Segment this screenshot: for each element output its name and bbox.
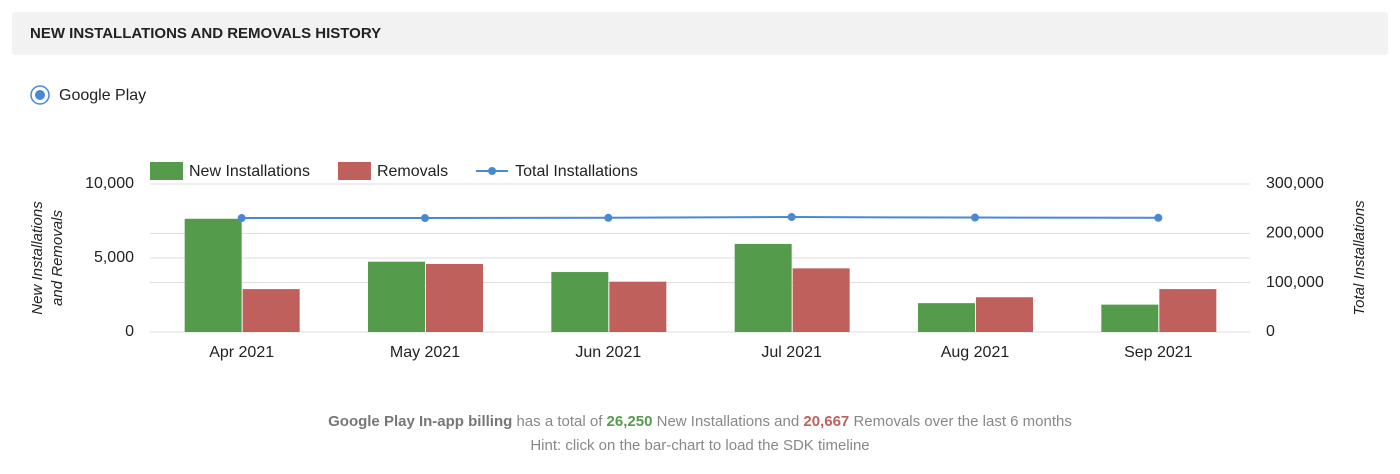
legend-label: Removals <box>377 163 448 180</box>
y2-tick-label: 0 <box>1266 323 1275 340</box>
bar[interactable] <box>242 289 300 332</box>
bar[interactable] <box>184 218 242 332</box>
header-title: NEW INSTALLATIONS AND REMOVALS HISTORY <box>30 25 381 42</box>
bar[interactable] <box>976 297 1033 332</box>
installs-total: 26,250 <box>607 413 653 430</box>
point <box>421 214 429 223</box>
bar[interactable] <box>609 281 667 332</box>
point <box>237 214 246 223</box>
legend-label: Total Installations <box>515 163 638 180</box>
x-tick-label: Jun 2021 <box>575 344 641 361</box>
radio-label[interactable]: Google Play <box>59 87 146 104</box>
y2-tick-label: 300,000 <box>1266 175 1324 192</box>
summary: Google Play In-app billing has a total o… <box>328 413 1072 430</box>
x-tick-label: May 2021 <box>390 344 460 361</box>
line <box>241 216 1159 220</box>
header-bar <box>12 12 1388 55</box>
y-axis-title: and Removals <box>49 210 66 306</box>
bar[interactable] <box>918 303 975 332</box>
bar[interactable] <box>1101 304 1159 332</box>
text: has a total of <box>516 413 603 430</box>
text: New Installations and <box>657 413 800 430</box>
source: Google Play In-app billing <box>328 413 512 430</box>
y-tick-label: 5,000 <box>94 249 134 266</box>
bar[interactable] <box>734 243 792 332</box>
removals-total: 20,667 <box>803 413 849 430</box>
x-tick-label: Jul 2021 <box>761 344 822 361</box>
bar[interactable] <box>426 263 483 332</box>
point <box>787 213 796 222</box>
hint: Hint: click on the bar-chart to load the… <box>530 437 869 454</box>
radio-option[interactable]: Google Play <box>30 85 146 105</box>
y-tick-label: 0 <box>125 323 134 340</box>
bar[interactable] <box>368 261 425 332</box>
chart: 0 5,000 10,000 0 100,000 200,000 300,000 New In… <box>29 162 1368 361</box>
y-axis-title: New Installations <box>29 201 46 315</box>
legend-swatch <box>337 162 371 180</box>
legend-swatch <box>150 162 183 180</box>
y2-tick-label: 200,000 <box>1266 225 1324 242</box>
x-tick-label: Aug 2021 <box>941 344 1010 361</box>
x-tick-label: Sep 2021 <box>1124 344 1193 361</box>
y2-axis-title: Total Installations <box>1351 200 1368 316</box>
bar[interactable] <box>792 268 850 332</box>
point <box>1154 213 1163 222</box>
legend-label: New Installations <box>189 163 310 180</box>
radio-dot <box>35 90 45 100</box>
bar[interactable] <box>1159 289 1217 332</box>
x-tick-label: Apr 2021 <box>209 344 274 361</box>
point <box>971 213 979 222</box>
bar[interactable] <box>551 272 609 332</box>
legend-dot <box>488 167 497 175</box>
text: Removals over the last 6 months <box>853 413 1071 430</box>
point <box>604 213 613 222</box>
y-tick-label: 10,000 <box>85 175 134 192</box>
y2-tick-label: 100,000 <box>1266 274 1324 291</box>
